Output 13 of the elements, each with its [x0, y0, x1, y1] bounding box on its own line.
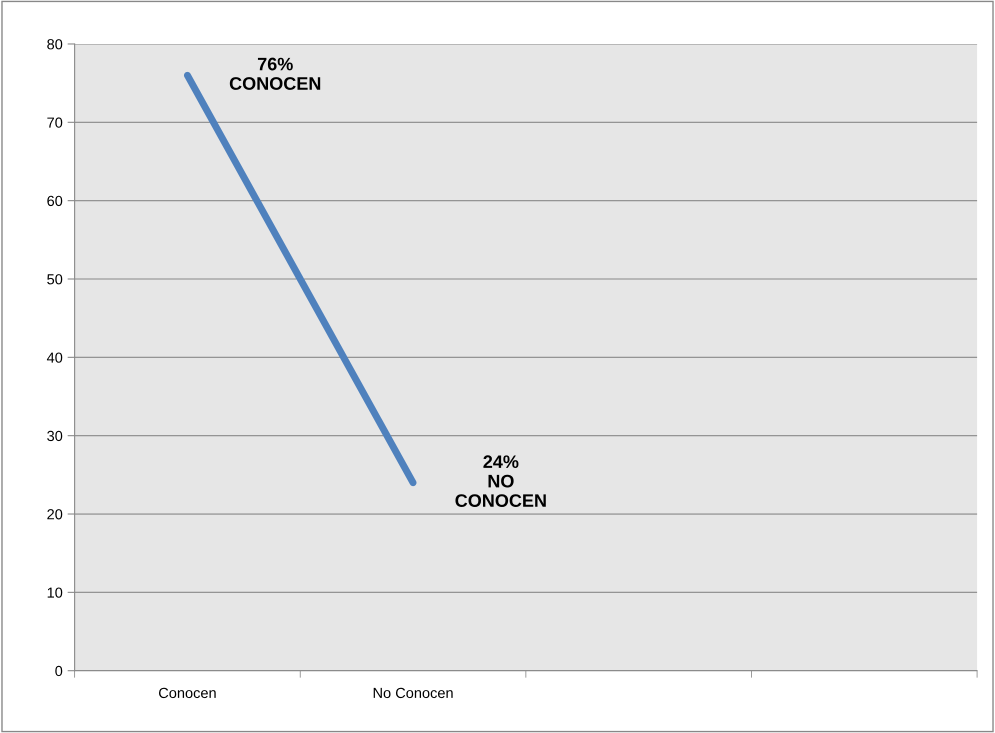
annotation: 24% NO CONOCEN [455, 455, 546, 507]
y-tick-label: 0 [55, 666, 62, 676]
y-tick-label: 20 [47, 509, 62, 520]
x-tick-label: No Conocen [374, 688, 453, 698]
y-tick-label: 50 [47, 274, 62, 284]
y-tick-label: 60 [47, 196, 62, 206]
y-tick-label: 70 [47, 117, 62, 128]
y-tick-label: 80 [47, 39, 62, 50]
x-tick-label: Conocen [158, 688, 216, 698]
y-tick-label: 40 [46, 352, 62, 363]
y-tick-label: 30 [47, 430, 62, 442]
annotation: 76% CONOCEN [230, 58, 320, 90]
y-tick-label: 10 [48, 587, 62, 598]
